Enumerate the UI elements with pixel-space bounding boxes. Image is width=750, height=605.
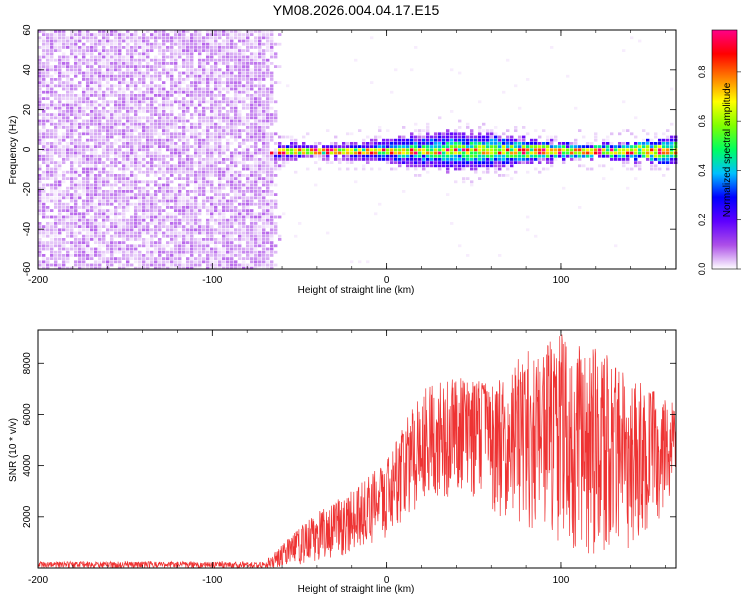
x-tick-label: -200 [28,575,48,586]
spectrogram-cells [38,30,678,270]
x-tick-label: 100 [553,275,570,286]
snr-x-ticks: -200 -100 0 100 [28,330,666,586]
colorbar-tick-label: 0.8 [697,66,707,79]
colorbar-tick-label: 0.4 [697,164,707,177]
snr-panel: -200 -100 0 100 2000 4000 6000 8000 Height of … [8,329,677,595]
y-tick-label: 2000 [22,505,33,528]
colorbar-tick-label: 0.0 [697,263,707,276]
y-tick-label: -20 [22,182,33,197]
y-tick-label: 6000 [22,403,33,426]
snr-y-ticks: 2000 4000 6000 8000 [22,352,676,528]
snr-y-label: SNR (10 * v/v) [8,418,19,482]
y-tick-label: 4000 [22,454,33,477]
chart-title: YM08.2026.004.04.17.E15 [273,2,440,18]
y-tick-label: 60 [22,24,33,36]
x-tick-label: 100 [553,575,570,586]
x-tick-label: -100 [202,575,222,586]
spectrogram-y-ticks: -60 -40 -20 0 20 40 60 [22,24,676,276]
snr-x-label: Height of straight line (km) [298,584,415,595]
x-tick-label: 0 [384,575,390,586]
x-tick-label: 0 [384,275,390,286]
spectrogram-y-label: Frequency (Hz) [8,116,19,185]
colorbar-label: Normalized spectral amplitude [722,82,733,217]
colorbar-tick-label: 0.6 [697,115,707,128]
y-tick-label: 20 [22,104,33,116]
x-tick-label: -200 [28,275,48,286]
y-tick-label: 40 [22,64,33,76]
colorbar-tick-label: 0.2 [697,213,707,226]
x-tick-label: -100 [202,275,222,286]
y-tick-label: 0 [22,146,33,152]
colorbar-gradient [712,30,737,269]
snr-frame [37,329,677,569]
colorbar: 0.0 0.2 0.4 0.6 0.8 Normalized spectral ampl… [697,29,741,276]
spectrogram-x-ticks: -200 -100 0 100 [28,30,666,286]
colorbar-ticks: 0.0 0.2 0.4 0.6 0.8 [697,66,741,276]
y-tick-label: -60 [22,261,33,276]
snr-series-line [37,334,677,570]
y-tick-label: -40 [22,222,33,237]
colorbar-frame [711,29,738,270]
spectrogram-x-label: Height of straight line (km) [298,285,415,296]
y-tick-label: 8000 [22,352,33,375]
